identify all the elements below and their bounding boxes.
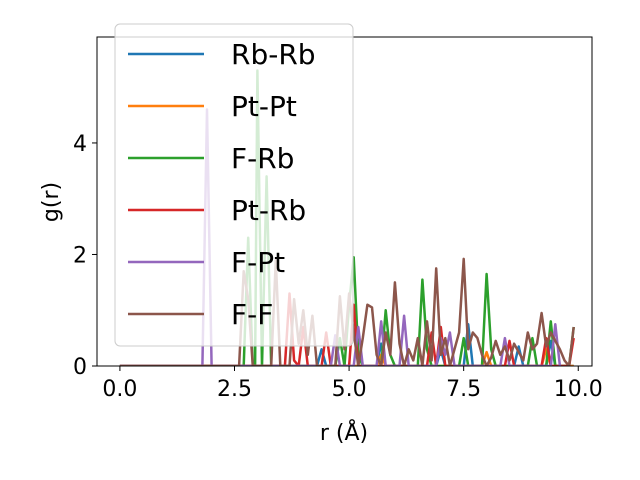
y-tick-label: 4 [73, 132, 87, 157]
y-tick-label: 0 [73, 355, 87, 380]
legend-label-f-pt: F-Pt [231, 246, 285, 279]
y-axis-ticks: 0 2 4 [73, 132, 97, 380]
legend-label-pt-pt: Pt-Pt [231, 90, 297, 123]
x-axis-ticks: 0.0 2.5 5.0 7.5 10.0 [102, 366, 603, 402]
legend-label-f-rb: F-Rb [231, 142, 294, 175]
legend-label-rb-rb: Rb-Rb [231, 38, 316, 71]
legend: Rb-Rb Pt-Pt F-Rb Pt-Rb F-Pt F-F [114, 23, 354, 347]
x-axis-title: r (Å) [320, 419, 368, 446]
series-line-pt-rb [119, 292, 575, 366]
legend-box [114, 23, 354, 347]
y-tick-label: 2 [73, 243, 87, 268]
y-axis-title: g(r) [39, 182, 64, 222]
x-tick-label: 2.5 [217, 377, 252, 402]
x-tick-label: 10.0 [554, 377, 603, 402]
x-tick-label: 7.5 [446, 377, 481, 402]
x-tick-label: 5.0 [332, 377, 367, 402]
legend-label-pt-rb: Pt-Rb [231, 194, 306, 227]
x-tick-label: 0.0 [102, 377, 137, 402]
legend-label-f-f: F-F [231, 298, 273, 331]
